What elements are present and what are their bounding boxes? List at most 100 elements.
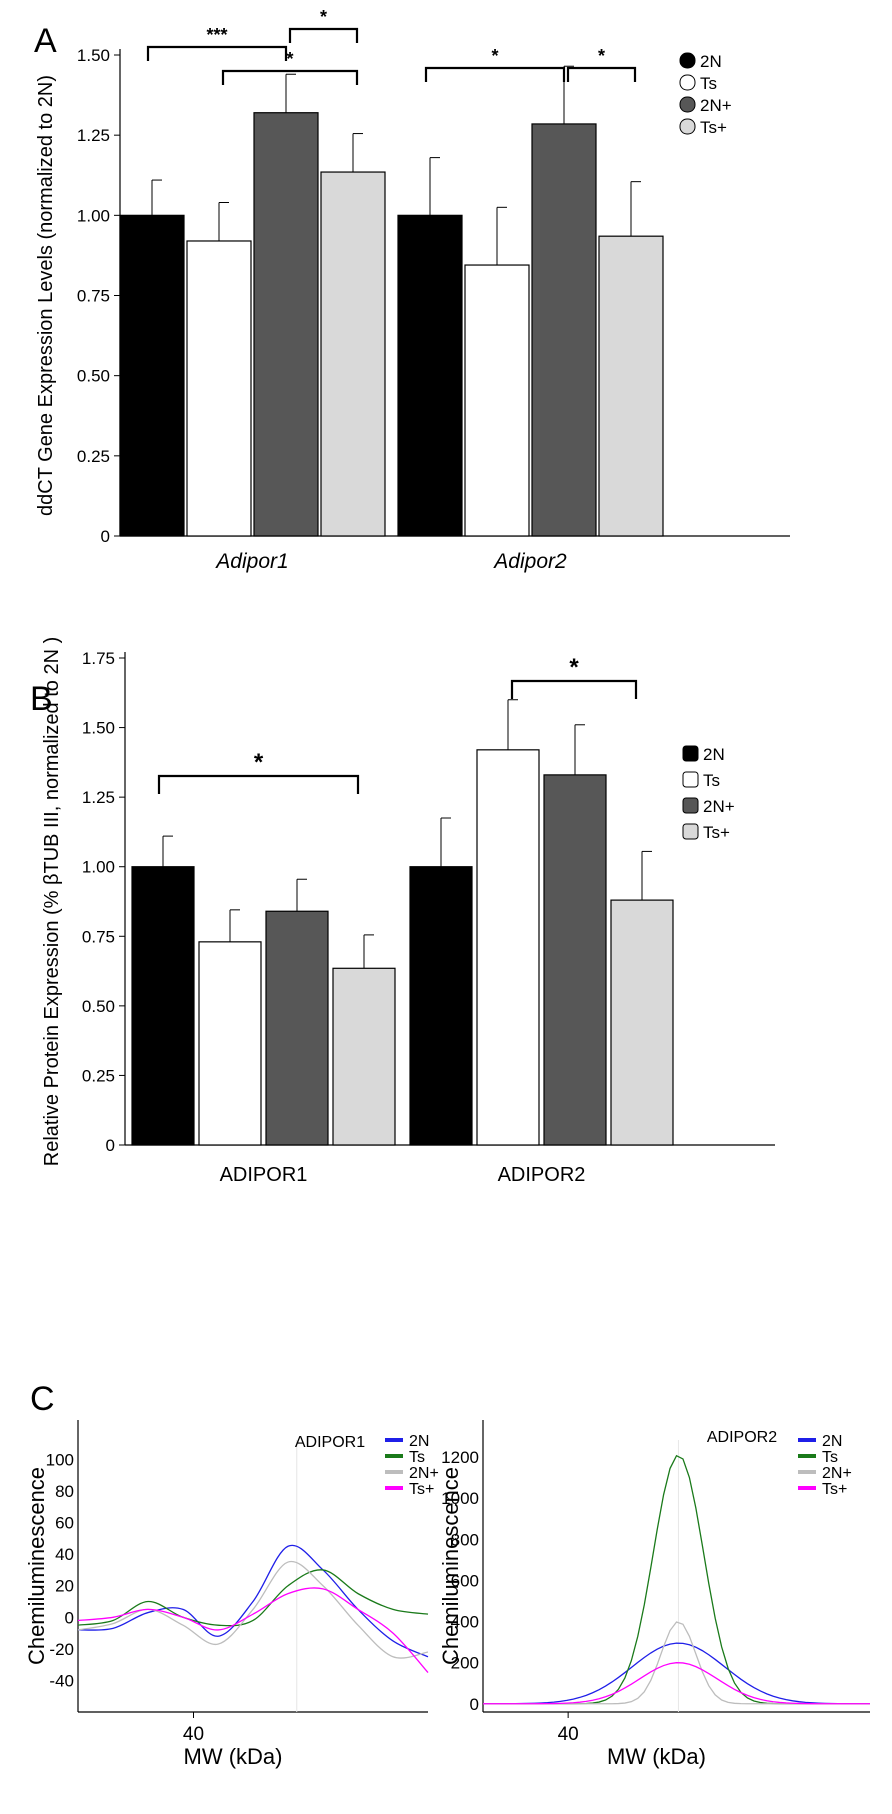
series-line-Ts <box>483 1454 870 1705</box>
bar-Ts-Adipor2 <box>464 264 530 537</box>
legend-label-2N+: 2N+ <box>822 1465 852 1482</box>
y-tick-label: -20 <box>49 1640 74 1659</box>
panel-label-b: B <box>30 680 53 718</box>
chart-title: ADIPOR2 <box>707 1429 777 1446</box>
significance-star: * <box>286 49 293 69</box>
y-axis-label: ddCT Gene Expression Levels (normalized … <box>35 75 57 516</box>
y-tick-label: 40 <box>55 1545 74 1564</box>
legend-label-2N: 2N <box>703 745 725 764</box>
legend-swatch-2N <box>682 745 699 762</box>
y-tick-label: 60 <box>55 1514 74 1533</box>
legend-label-Ts: Ts <box>822 1449 838 1466</box>
y-axis-label: Relative Protein Expression (% βTUB III,… <box>41 637 63 1166</box>
series-line-2N <box>482 1642 871 1705</box>
y-tick-label: -40 <box>49 1671 74 1690</box>
bar-Ts-ADIPOR2 <box>476 749 540 1146</box>
y-axis-label: Chemiluminescence <box>24 1467 49 1665</box>
legend-label-Ts+: Ts+ <box>700 118 727 137</box>
bar-Ts-ADIPOR1 <box>198 941 262 1146</box>
y-tick-label: 600 <box>451 1571 479 1590</box>
significance-bracket <box>510 679 638 699</box>
bar-2N+-ADIPOR2 <box>543 774 607 1146</box>
panel-label-c: C <box>30 1380 55 1418</box>
significance-star: * <box>254 749 264 776</box>
bar-Ts+-Adipor2 <box>598 235 664 537</box>
chart-title: ADIPOR1 <box>295 1434 365 1451</box>
y-tick-label: 200 <box>451 1654 479 1673</box>
y-tick-label: 1.00 <box>77 206 110 225</box>
significance-bracket <box>157 774 360 794</box>
legend-swatch-2N <box>679 52 696 69</box>
y-tick-label: 20 <box>55 1577 74 1596</box>
series-line-Ts+ <box>77 1587 429 1673</box>
y-tick-label: 1200 <box>441 1448 479 1467</box>
x-axis-label: MW (kDa) <box>184 1744 283 1769</box>
category-label: ADIPOR1 <box>220 1164 308 1186</box>
legend-label-2N+: 2N+ <box>409 1465 439 1482</box>
series-line-Ts <box>77 1569 429 1627</box>
y-tick-label: 1000 <box>441 1489 479 1508</box>
category-label: Adipor2 <box>492 550 567 573</box>
y-tick-label: 1.50 <box>77 46 110 65</box>
significance-bracket <box>221 69 359 85</box>
legend-swatch-2N+ <box>682 797 699 814</box>
chart-a: 0 0.25 0.50 0.75 1.00 1.25 1.50 ddCT Gene Expre… <box>35 7 790 573</box>
y-tick-label: 1.25 <box>82 788 115 807</box>
significance-star: * <box>491 46 498 66</box>
significance-star: * <box>320 7 327 27</box>
legend-label-2N+: 2N+ <box>700 96 732 115</box>
series-line-2N <box>77 1544 429 1658</box>
legend-swatch-Ts <box>679 74 696 91</box>
legend-label-Ts: Ts <box>409 1449 425 1466</box>
bar-Ts+-ADIPOR1 <box>332 967 396 1146</box>
y-tick-label: 0.25 <box>82 1066 115 1085</box>
y-tick-label: 0.75 <box>82 927 115 946</box>
bar-2N-ADIPOR2 <box>409 866 473 1146</box>
legend-label-Ts+: Ts+ <box>822 1481 847 1498</box>
bar-Ts-Adipor1 <box>186 240 252 537</box>
legend-label-Ts: Ts <box>703 771 720 790</box>
panel-label-a: A <box>34 22 57 60</box>
series-line-2N+ <box>77 1560 429 1659</box>
legend-label-Ts+: Ts+ <box>409 1481 434 1498</box>
y-tick-label: 1.25 <box>77 126 110 145</box>
y-tick-label: 0.25 <box>77 447 110 466</box>
legend-label-2N: 2N <box>409 1433 429 1450</box>
x-tick-label: 40 <box>183 1724 204 1745</box>
legend-label-Ts+: Ts+ <box>703 823 730 842</box>
y-tick-label: 0 <box>101 527 110 546</box>
y-tick-label: 100 <box>46 1450 74 1469</box>
y-tick-label: 400 <box>451 1613 479 1632</box>
y-tick-label: 1.00 <box>82 858 115 877</box>
significance-bracket <box>566 66 637 82</box>
legend-swatch-2N+ <box>679 96 696 113</box>
y-tick-label: 0.50 <box>82 997 115 1016</box>
significance-star: *** <box>206 25 227 45</box>
chart-b: 0 0.25 0.50 0.75 1.00 1.25 1.50 1.75 Relative Pr… <box>41 637 775 1186</box>
y-axis-label: Chemiluminescence <box>438 1467 463 1665</box>
significance-star: * <box>569 654 579 681</box>
y-tick-label: 0 <box>470 1695 479 1714</box>
y-tick-label: 80 <box>55 1482 74 1501</box>
legend-label-2N+: 2N+ <box>703 797 735 816</box>
legend-swatch-Ts <box>682 771 699 788</box>
significance-bracket <box>146 45 288 61</box>
legend-label-2N: 2N <box>822 1433 842 1450</box>
legend-swatch-Ts+ <box>682 823 699 840</box>
y-tick-label: 1.50 <box>82 719 115 738</box>
bar-2N+-Adipor1 <box>253 112 319 537</box>
significance-star: * <box>598 46 605 66</box>
bar-2N+-ADIPOR1 <box>265 910 329 1146</box>
category-label: Adipor1 <box>214 550 288 573</box>
bar-Ts+-Adipor1 <box>320 171 386 537</box>
y-tick-label: 0.75 <box>77 287 110 306</box>
legend-label-2N: 2N <box>700 52 722 71</box>
series-line-Ts+ <box>483 1662 870 1705</box>
bar-2N-ADIPOR1 <box>131 866 195 1146</box>
legend-swatch-Ts+ <box>679 118 696 135</box>
y-tick-label: 0.50 <box>77 367 110 386</box>
bar-2N-Adipor1 <box>119 214 185 537</box>
significance-bracket <box>424 66 566 82</box>
